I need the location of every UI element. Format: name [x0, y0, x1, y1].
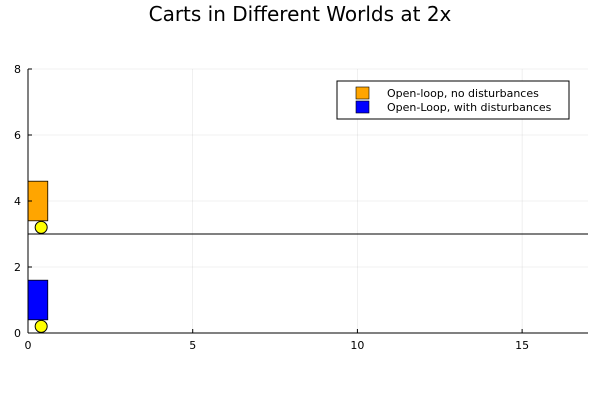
- legend-swatch-open-loop-no-disturbances: [355, 86, 370, 100]
- y-tick-label: 8: [14, 63, 21, 76]
- cart-body-1: [27, 279, 49, 321]
- legend-frame: [336, 80, 570, 120]
- x-tick-label: 15: [515, 339, 529, 352]
- cart-wheel-1: [34, 319, 48, 333]
- y-tick-label: 0: [14, 327, 21, 340]
- legend-swatch-open-loop-with-disturbances: [355, 100, 370, 114]
- chart-title: Carts in Different Worlds at 2x: [148, 2, 452, 26]
- legend: Open-loop, no disturbances Open-Loop, wi…: [336, 80, 570, 120]
- y-tick-label: 4: [14, 195, 21, 208]
- x-tick-label: 5: [189, 339, 196, 352]
- legend-label-open-loop-with-disturbances: Open-Loop, with disturbances: [387, 101, 552, 114]
- legend-label-open-loop-no-disturbances: Open-loop, no disturbances: [387, 87, 539, 100]
- x-tick-label: 10: [350, 339, 364, 352]
- data-marks: [27, 180, 588, 333]
- cart-wheel-0: [34, 220, 48, 234]
- x-tick-label: 0: [25, 339, 32, 352]
- y-tick-label: 2: [14, 261, 21, 274]
- y-tick-label: 6: [14, 129, 21, 142]
- axes: 0 5 10 15 0 2 4 6 8: [14, 63, 588, 352]
